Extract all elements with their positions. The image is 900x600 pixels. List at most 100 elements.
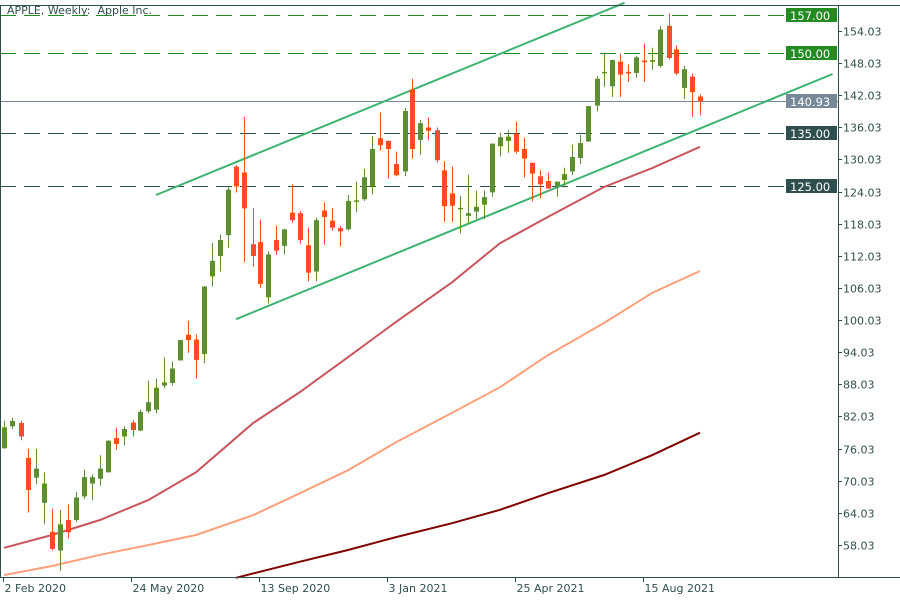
- y-tick-label: 136.03: [843, 122, 882, 135]
- candle-body: [650, 60, 655, 62]
- candle: [330, 207, 335, 231]
- candle: [322, 202, 327, 245]
- candle-body: [122, 428, 127, 437]
- candle: [562, 167, 567, 188]
- candle: [210, 243, 215, 287]
- candle-body: [498, 137, 503, 147]
- candle-body: [162, 382, 167, 386]
- candle: [242, 116, 247, 262]
- axes: 58.03 64.03 70.03 76.03 82.03 88.03 94.03 100.0…: [0, 5, 900, 595]
- level-label-bg: [786, 179, 837, 193]
- candle: [314, 217, 319, 282]
- candle: [530, 162, 535, 202]
- level-label: 135.00: [790, 127, 830, 141]
- candle-body: [658, 29, 663, 66]
- candle: [178, 340, 183, 361]
- candle: [162, 357, 167, 389]
- candle: [650, 47, 655, 70]
- candle: [634, 55, 639, 78]
- candle: [555, 181, 560, 197]
- candle-body: [210, 260, 215, 277]
- candle: [74, 492, 79, 523]
- candle-body: [426, 127, 431, 131]
- candle-body: [555, 181, 560, 186]
- candle-body: [274, 239, 279, 251]
- y-tick-label: 124.03: [843, 187, 882, 200]
- candle: [450, 166, 455, 222]
- candle-body: [482, 197, 487, 205]
- x-tick-label: 13 Sep 2020: [261, 582, 331, 595]
- candle: [403, 107, 408, 177]
- candle: [338, 226, 343, 247]
- candle: [514, 121, 519, 154]
- y-tick-label: 94.03: [843, 347, 875, 360]
- candle: [306, 227, 311, 282]
- candle: [458, 196, 463, 234]
- candle-body: [586, 106, 591, 142]
- candle-body: [330, 220, 335, 228]
- candle-body: [562, 174, 567, 181]
- candle-body: [522, 148, 527, 159]
- candle: [42, 472, 47, 524]
- candle: [170, 361, 175, 386]
- y-tick-label: 112.03: [843, 251, 882, 264]
- candle-body: [218, 239, 223, 257]
- candle: [690, 73, 695, 117]
- candle: [426, 117, 431, 140]
- candle-body: [354, 200, 359, 202]
- candle: [154, 378, 159, 414]
- level-label-bg: [786, 46, 837, 60]
- candle-body: [450, 193, 455, 206]
- candle: [106, 440, 111, 473]
- candle-body: [618, 61, 623, 75]
- candle: [282, 229, 287, 255]
- candle: [482, 190, 487, 220]
- current-price-label: 140.93: [790, 95, 830, 109]
- candle: [546, 172, 551, 189]
- candle-body: [418, 123, 423, 140]
- candle-body: [386, 140, 391, 149]
- trendlines: [155, 1, 833, 321]
- candle-body: [338, 228, 343, 232]
- candle: [418, 120, 423, 155]
- candle-body: [403, 110, 408, 172]
- candle: [667, 13, 672, 60]
- candle: [10, 417, 15, 429]
- candle: [98, 455, 103, 486]
- candle: [674, 45, 679, 76]
- candle-body: [674, 49, 679, 74]
- candle: [378, 112, 383, 151]
- candle: [538, 170, 543, 199]
- y-tick-label: 100.03: [843, 315, 882, 328]
- trendline-channel-lower: [235, 73, 833, 321]
- candle: [258, 219, 263, 288]
- candle-body: [154, 387, 159, 410]
- candle: [138, 409, 143, 432]
- y-tick-label: 130.03: [843, 154, 882, 167]
- candle: [698, 94, 703, 116]
- candle: [642, 43, 647, 83]
- candle-body: [226, 189, 231, 236]
- candle-body: [202, 286, 207, 355]
- candle-body: [474, 206, 479, 212]
- horizontal-levels: [0, 15, 838, 187]
- candle: [586, 106, 591, 142]
- candle-body: [306, 245, 311, 273]
- candle: [66, 504, 71, 539]
- y-tick-label: 82.03: [843, 411, 875, 424]
- candle-body: [234, 166, 239, 187]
- candle: [19, 420, 24, 441]
- candle: [186, 320, 191, 353]
- candle-body: [546, 181, 551, 189]
- candle: [26, 448, 31, 513]
- candle-body: [346, 200, 351, 230]
- x-tick-label: 3 Jan 2021: [389, 582, 448, 595]
- candle: [570, 144, 575, 176]
- level-label: 150.00: [790, 47, 830, 61]
- candle-body: [290, 212, 295, 221]
- candle-body: [410, 89, 415, 149]
- level-label: 157.00: [790, 9, 830, 23]
- candle-body: [514, 133, 519, 152]
- candle: [146, 380, 151, 414]
